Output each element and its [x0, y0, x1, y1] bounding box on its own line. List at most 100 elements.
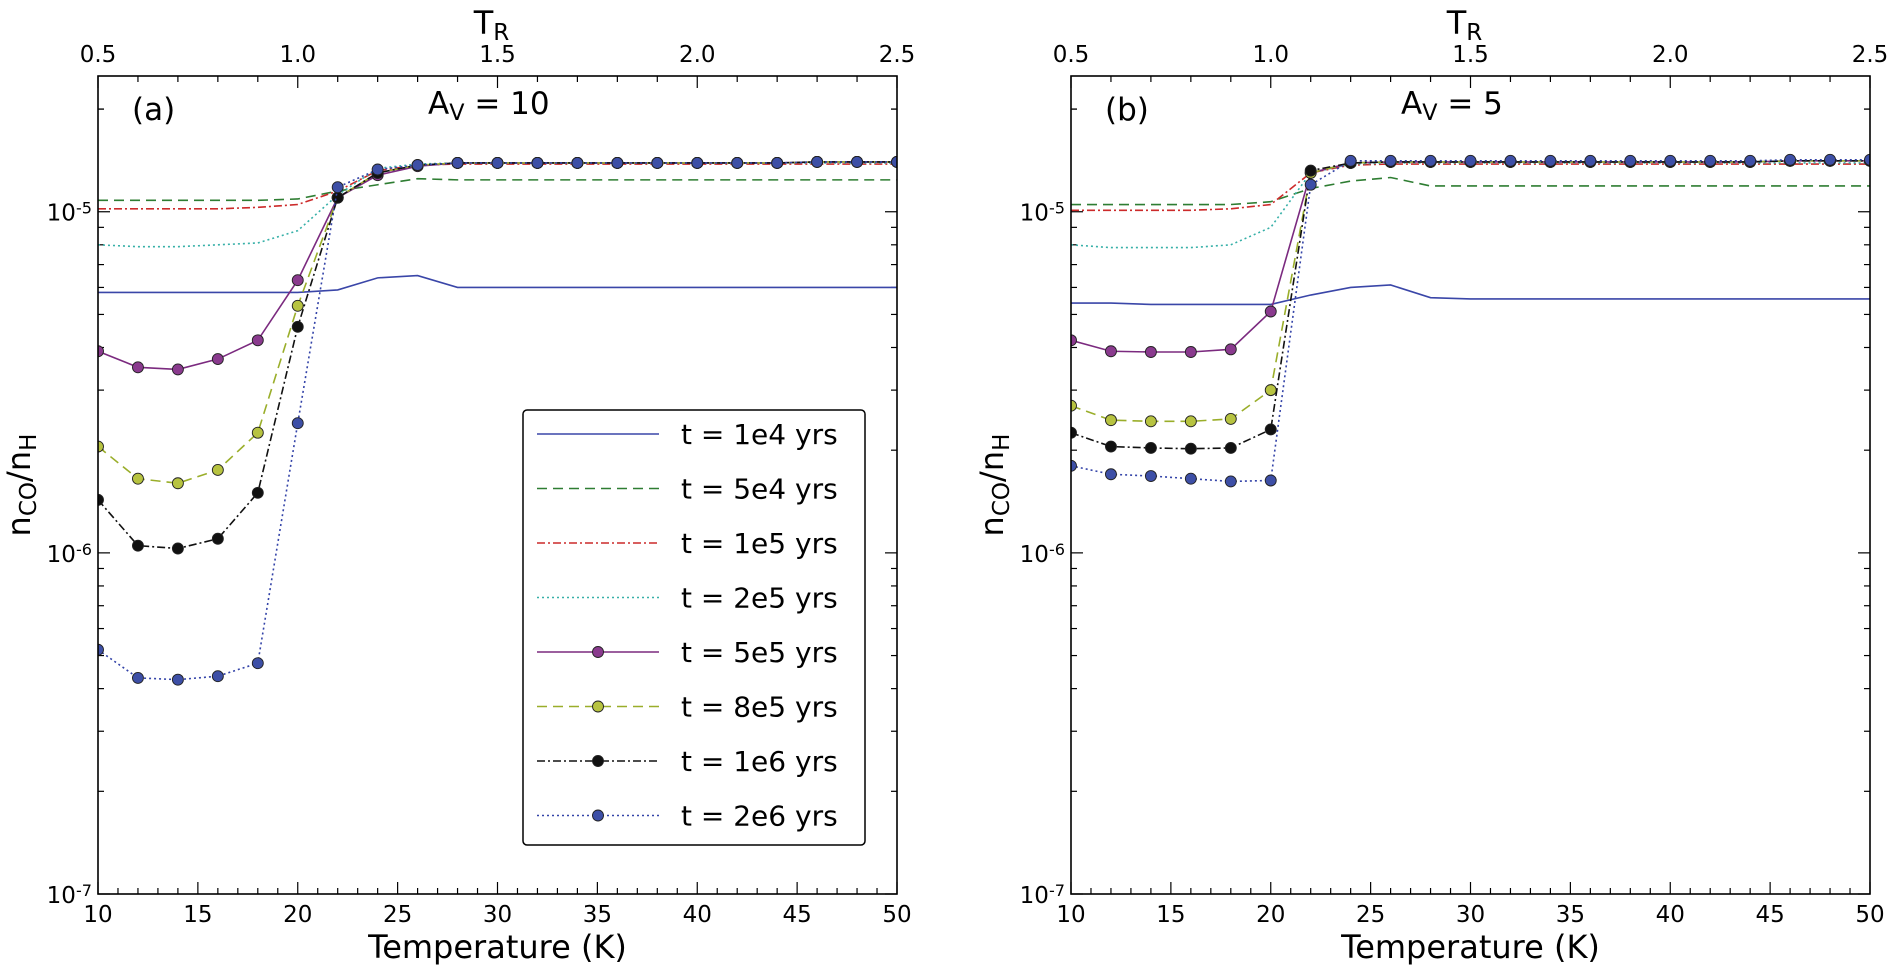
y-tick-exp: -7 [76, 881, 92, 900]
data-point [331, 191, 344, 204]
y-tick-label: 10-5 [1020, 199, 1065, 227]
data-point [131, 671, 144, 684]
series-line-t-5e4-yrs [98, 177, 897, 202]
data-point [331, 181, 344, 194]
legend-label: t = 5e4 yrs [681, 473, 838, 506]
series-group [98, 155, 897, 686]
y-tick-exp: -6 [76, 540, 92, 559]
data-point [1344, 154, 1357, 167]
data-point [1071, 334, 1077, 347]
series-line-t-1e5-yrs [98, 163, 897, 210]
data-point [1144, 346, 1157, 358]
data-point [651, 157, 664, 169]
data-point [611, 157, 624, 169]
data-point [1184, 346, 1197, 358]
top-tick-label: 2.5 [1852, 42, 1889, 68]
data-point [451, 157, 464, 169]
y-tick-label: 10-5 [47, 199, 92, 227]
data-point [1264, 384, 1277, 397]
y-label-h: H [989, 434, 1015, 451]
x-tick-label: 25 [383, 902, 412, 928]
data-point [531, 157, 544, 169]
data-point [211, 353, 224, 365]
y-label-slash: /n [0, 451, 38, 482]
y-tick-label: 10-6 [47, 540, 92, 568]
data-point [171, 542, 184, 555]
data-point [211, 532, 224, 545]
x-axis-label: Temperature (K) [367, 928, 627, 966]
legend-marker [592, 700, 604, 713]
panel-title: AV = 10 [428, 86, 550, 126]
y-axis-label: nCO/nH [0, 434, 42, 537]
title-a: A [428, 86, 449, 122]
data-point [171, 673, 184, 686]
series-line-t-1e4-yrs [98, 274, 897, 294]
data-point [1864, 153, 1870, 166]
data-point [891, 155, 897, 168]
data-point [171, 363, 184, 376]
data-point [731, 157, 744, 169]
top-tick-label: 2.0 [1652, 42, 1689, 68]
x-tick-label: 10 [83, 902, 112, 928]
x-tick-label: 50 [1855, 902, 1884, 928]
x-tick-label: 35 [1556, 902, 1585, 928]
data-point [98, 345, 104, 358]
y-label-co: CO [16, 482, 42, 516]
x-tick-label: 15 [1156, 902, 1185, 928]
x-tick-label: 40 [1656, 902, 1685, 928]
panel-a: 10 15 20 25 30 35 40 45 500.5 1.0 1.5 2.0 2.510-510-… [0, 4, 915, 966]
panel-title: AV = 5 [1401, 86, 1503, 126]
legend-marker [592, 755, 604, 767]
title-value: = 5 [1437, 86, 1502, 122]
data-point [98, 643, 104, 656]
y-tick-exp: -5 [76, 199, 92, 218]
data-point [1584, 154, 1597, 167]
y-label-co: CO [989, 482, 1015, 516]
y-tick-base: 10 [1020, 542, 1049, 568]
series-line-t-1e5-yrs [1071, 163, 1870, 212]
legend-marker [592, 809, 604, 822]
data-point [1071, 426, 1077, 439]
data-point [1224, 475, 1237, 488]
top-tick-label: 1.5 [479, 42, 516, 68]
data-point [291, 299, 304, 312]
top-axis-label-main: T [473, 4, 494, 42]
x-tick-label: 25 [1356, 902, 1385, 928]
y-tick-base: 10 [47, 883, 76, 909]
title-v: V [1422, 100, 1438, 126]
x-tick-label: 10 [1056, 902, 1085, 928]
x-tick-label: 20 [283, 902, 312, 928]
y-label-h: H [16, 434, 42, 451]
data-point [1224, 412, 1237, 425]
data-point [1824, 153, 1837, 166]
x-tick-label: 40 [683, 902, 712, 928]
y-tick-base: 10 [1020, 201, 1049, 227]
data-point [1104, 440, 1117, 453]
plot-frame [97, 75, 898, 895]
y-tick-exp: -6 [1049, 540, 1065, 559]
data-point [131, 539, 144, 552]
data-point [1704, 154, 1717, 167]
data-point [211, 464, 224, 476]
y-tick-label: 10-6 [1020, 540, 1065, 568]
series-line-t-8e5-yrs [98, 161, 897, 485]
data-point [171, 477, 184, 490]
data-point [1424, 154, 1437, 167]
data-point [291, 320, 304, 333]
top-tick-label: 1.0 [1252, 42, 1289, 68]
data-point [1264, 423, 1277, 436]
series-line-t-5e4-yrs [1071, 176, 1870, 206]
data-point [691, 157, 704, 169]
data-point [131, 361, 144, 374]
data-point [1224, 343, 1237, 356]
y-tick-base: 10 [47, 542, 76, 568]
x-tick-label: 45 [782, 902, 811, 928]
legend-marker [592, 646, 604, 658]
data-point [571, 157, 584, 169]
data-point [98, 440, 104, 453]
y-tick-base: 10 [47, 201, 76, 227]
data-point [371, 163, 384, 176]
data-point [491, 157, 504, 169]
legend-label: t = 2e6 yrs [681, 800, 838, 833]
axis-ticks [97, 76, 898, 895]
